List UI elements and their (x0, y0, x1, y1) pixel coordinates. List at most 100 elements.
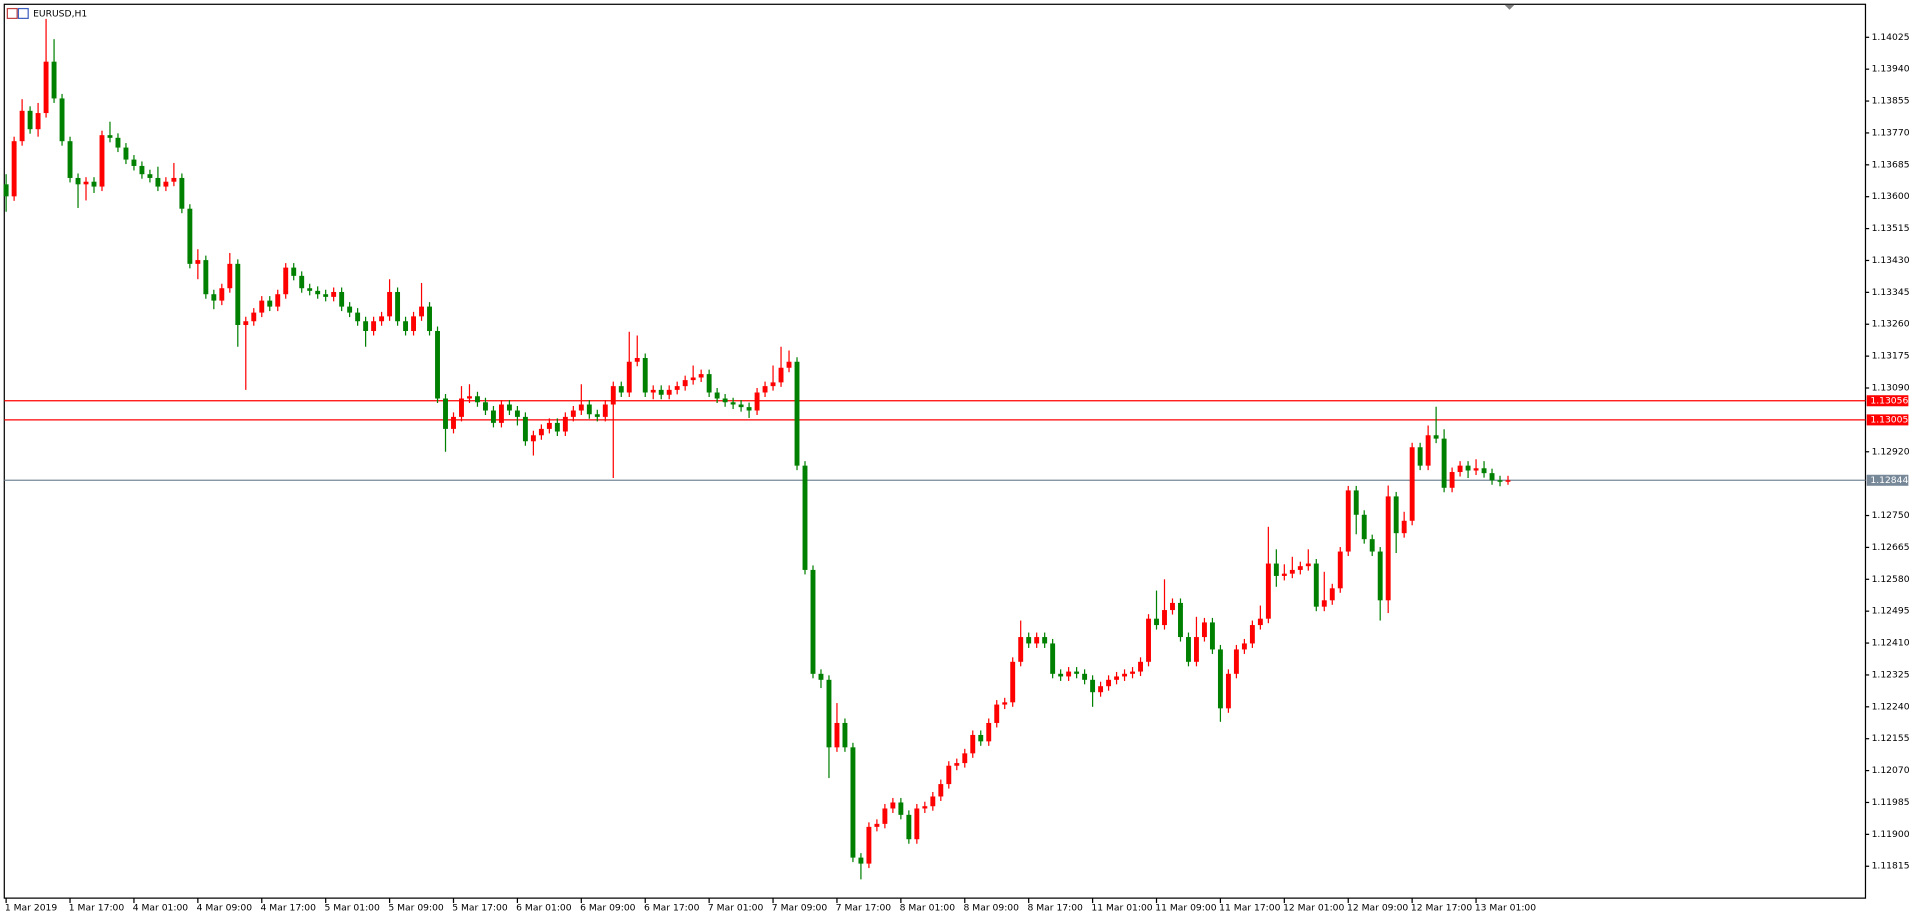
candle-body (586, 404, 592, 415)
candle-body (554, 422, 560, 432)
candle-body (259, 300, 265, 313)
x-tick-label: 7 Mar 09:00 (772, 902, 828, 913)
candle-body (706, 374, 712, 393)
candle-body (1465, 465, 1471, 471)
candle-body (842, 722, 848, 748)
x-tick-label: 11 Mar 01:00 (1091, 902, 1152, 913)
chart-title: EURUSD,H1 (33, 9, 87, 20)
x-tick-label: 12 Mar 17:00 (1411, 902, 1472, 913)
candle-body (467, 396, 472, 399)
x-tick-label: 6 Mar 17:00 (644, 902, 700, 913)
y-tick-label: 1.12070 (1872, 765, 1910, 776)
candle-body (51, 61, 57, 99)
candle-body (203, 260, 209, 295)
candle-body (1058, 673, 1064, 677)
candle-body (1026, 637, 1032, 644)
candle-body (746, 407, 752, 411)
candle-body (91, 181, 97, 187)
candle-body (1194, 637, 1199, 662)
candle-body (1186, 637, 1191, 662)
x-tick-label: 7 Mar 01:00 (708, 902, 764, 913)
x-tick-label: 4 Mar 09:00 (197, 902, 253, 913)
x-tick-label: 1 Mar 17:00 (69, 902, 125, 913)
candle-body (1289, 569, 1295, 574)
candle-body (1305, 563, 1311, 567)
candle-body (930, 796, 936, 807)
candle-body (1409, 447, 1415, 521)
candle-body (570, 410, 576, 417)
candle-body (371, 321, 377, 331)
candle-body (1050, 643, 1056, 674)
candle-body (107, 135, 113, 138)
candle-body (363, 321, 369, 331)
candle-body (898, 802, 904, 815)
y-tick-label: 1.13430 (1872, 255, 1910, 266)
candle-body (602, 404, 608, 417)
candle-body (682, 380, 688, 387)
candle-body (1457, 465, 1463, 473)
candle-body (163, 181, 169, 187)
candle-body (994, 704, 1000, 723)
x-tick-label: 8 Mar 01:00 (900, 902, 956, 913)
candle-body (762, 386, 768, 393)
candle-body (650, 389, 656, 393)
candle-body (522, 416, 528, 442)
candle-body (530, 435, 536, 442)
candle-body (698, 374, 704, 378)
candle-body (1162, 610, 1167, 626)
candle-body (211, 294, 217, 301)
candle-body (546, 422, 552, 429)
candle-body (411, 316, 417, 331)
x-tick-label: 7 Mar 17:00 (836, 902, 892, 913)
candle-body (1225, 673, 1231, 709)
candle-body (866, 826, 872, 864)
candle-body (1417, 447, 1423, 466)
candle-body (347, 306, 353, 313)
y-tick-label: 1.12580 (1872, 574, 1910, 585)
candle-body (818, 673, 824, 680)
candle-body (978, 734, 984, 742)
candle-body (658, 389, 664, 395)
candle-body (1178, 602, 1183, 638)
candle-body (387, 291, 393, 317)
candle-body (634, 357, 640, 362)
candle-body (315, 290, 321, 295)
candle-body (1098, 686, 1104, 693)
candle-body (443, 398, 448, 429)
x-tick-label: 11 Mar 09:00 (1155, 902, 1216, 913)
candle-body (219, 288, 225, 301)
candle-body (1401, 520, 1407, 534)
y-tick-label: 1.12240 (1872, 701, 1910, 712)
candle-body (674, 386, 680, 390)
candle-body (1353, 490, 1359, 515)
candle-body (1042, 637, 1048, 644)
candle-body (267, 300, 273, 307)
x-tick-label: 4 Mar 17:00 (261, 902, 317, 913)
candle-body (1505, 480, 1511, 482)
candle-body (299, 275, 305, 289)
candle-body (99, 135, 105, 187)
candle-body (131, 159, 137, 166)
candle-body (874, 823, 880, 827)
candle-body (155, 177, 161, 187)
candle-body (1393, 496, 1399, 534)
y-tick-label: 1.13685 (1872, 159, 1910, 170)
candle-body (690, 377, 696, 381)
candle-body (778, 367, 784, 383)
candle-body (307, 288, 313, 291)
candle-body (1122, 673, 1128, 677)
candle-body (954, 763, 960, 766)
candle-body (435, 330, 440, 399)
candle-body (59, 98, 65, 142)
candle-body (618, 386, 624, 393)
candle-body (459, 398, 464, 417)
candle-body (666, 389, 672, 395)
candle-body (67, 141, 73, 178)
x-tick-label: 6 Mar 09:00 (580, 902, 636, 913)
candle-body (1209, 622, 1215, 650)
candle-body (1170, 602, 1175, 611)
y-tick-label: 1.13175 (1872, 351, 1910, 362)
x-tick-label: 8 Mar 09:00 (964, 902, 1020, 913)
